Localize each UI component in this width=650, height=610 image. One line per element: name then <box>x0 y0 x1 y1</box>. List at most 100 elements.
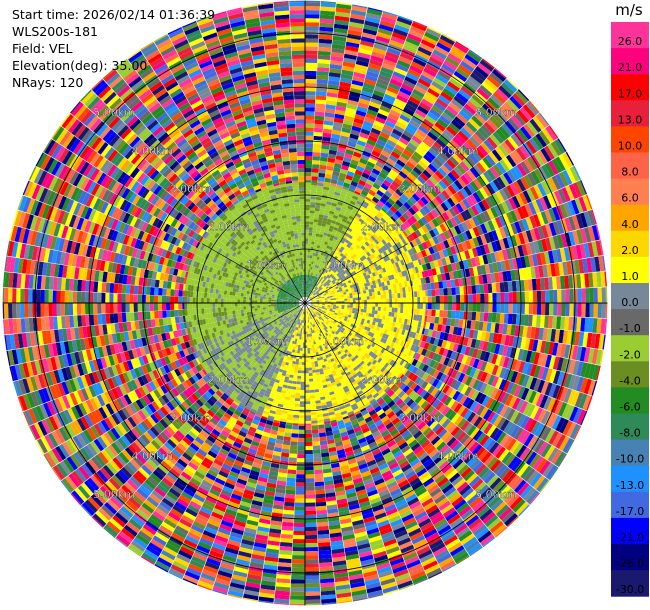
noise-gate <box>398 170 408 179</box>
noise-gate <box>383 59 397 68</box>
noise-gate <box>438 192 447 202</box>
noise-gate <box>469 135 481 148</box>
noise-gate <box>503 79 518 93</box>
noise-gate <box>351 79 364 87</box>
noise-gate <box>449 139 461 150</box>
noise-gate <box>389 39 404 49</box>
noise-gate <box>283 509 295 515</box>
noise-gate <box>285 485 296 491</box>
noise-gate <box>443 199 452 210</box>
noise-gate <box>506 78 519 90</box>
noise-gate <box>344 49 358 56</box>
noise-gate <box>444 187 454 198</box>
noise-gate <box>448 207 457 217</box>
noise-gate <box>451 295 457 303</box>
noise-gate <box>463 103 477 116</box>
noise-gate <box>411 204 420 213</box>
noise-gate <box>174 296 179 303</box>
noise-gate <box>312 152 321 157</box>
noise-gate <box>419 42 434 53</box>
noise-gate <box>340 131 351 138</box>
noise-gate <box>305 6 320 11</box>
noise-gate <box>174 309 179 317</box>
noise-gate <box>305 10 320 15</box>
noise-gate <box>399 114 411 123</box>
noise-gate <box>400 152 411 161</box>
noise-gate <box>365 16 381 24</box>
noise-gate <box>101 282 107 293</box>
noise-gate <box>422 205 431 214</box>
noise-gate <box>453 116 466 128</box>
noise-gate <box>540 303 546 316</box>
noise-gate <box>389 109 401 118</box>
noise-gate <box>412 57 427 67</box>
noise-gate <box>334 19 349 26</box>
noise-gate <box>474 147 486 160</box>
noise-gate <box>508 292 513 303</box>
noise-gate <box>483 121 496 134</box>
noise-gate <box>328 76 341 82</box>
noise-gate <box>341 69 354 76</box>
noise-gate <box>305 159 313 165</box>
noise-gate <box>431 124 444 135</box>
noise-gate <box>335 11 351 18</box>
noise-gate <box>423 154 433 164</box>
noise-gate <box>361 124 372 132</box>
noise-gate <box>317 67 330 73</box>
noise-gate <box>364 116 375 124</box>
noise-gate <box>324 112 335 118</box>
noise-gate <box>149 311 155 320</box>
noise-gate <box>292 538 305 544</box>
noise-gate <box>438 180 448 190</box>
noise-gate <box>379 70 393 79</box>
noise-gate <box>48 290 53 303</box>
noise-gate <box>284 493 295 499</box>
noise-gate <box>353 71 366 79</box>
noise-gate <box>385 176 394 184</box>
noise-gate <box>369 101 381 109</box>
noise-gate <box>8 303 13 319</box>
noise-gate <box>389 183 398 192</box>
noise-gate <box>335 105 347 112</box>
noise-gate <box>542 128 554 143</box>
noise-gate <box>435 73 449 85</box>
noise-gate <box>318 172 326 178</box>
noise-gate <box>374 86 387 94</box>
noise-gate <box>483 312 489 322</box>
noise-gate <box>174 289 179 297</box>
noise-gate <box>316 71 329 77</box>
noise-gate <box>510 133 523 148</box>
noise-gate <box>305 425 312 430</box>
noise-gate <box>370 186 379 194</box>
noise-gate <box>411 231 419 240</box>
noise-gate <box>105 292 110 303</box>
noise-gate <box>569 303 574 317</box>
noise-gate <box>361 86 374 94</box>
noise-gate <box>368 157 378 165</box>
noise-gate <box>440 164 451 175</box>
noise-gate <box>158 287 163 296</box>
noise-gate <box>317 58 331 64</box>
noise-gate <box>425 150 436 161</box>
noise-gate <box>372 124 383 132</box>
noise-gate <box>437 167 448 178</box>
noise-gate <box>347 166 356 174</box>
noise-gate <box>380 16 397 25</box>
noise-gate <box>315 497 326 503</box>
noise-gate <box>305 99 316 104</box>
noise-gate <box>312 437 320 442</box>
noise-gate <box>305 502 316 507</box>
noise-gate <box>322 128 333 134</box>
noise-gate <box>418 125 430 135</box>
noise-gate <box>330 55 344 62</box>
noise-gate <box>305 147 313 152</box>
noise-gate <box>462 57 477 69</box>
noise-gate <box>421 70 435 81</box>
noise-gate <box>355 60 369 67</box>
noise-gate <box>451 119 463 131</box>
noise-gate <box>343 57 357 64</box>
noise-gate <box>345 174 354 181</box>
noise-gate <box>141 286 147 295</box>
noise-gate <box>68 303 74 316</box>
noise-gate <box>296 462 305 467</box>
